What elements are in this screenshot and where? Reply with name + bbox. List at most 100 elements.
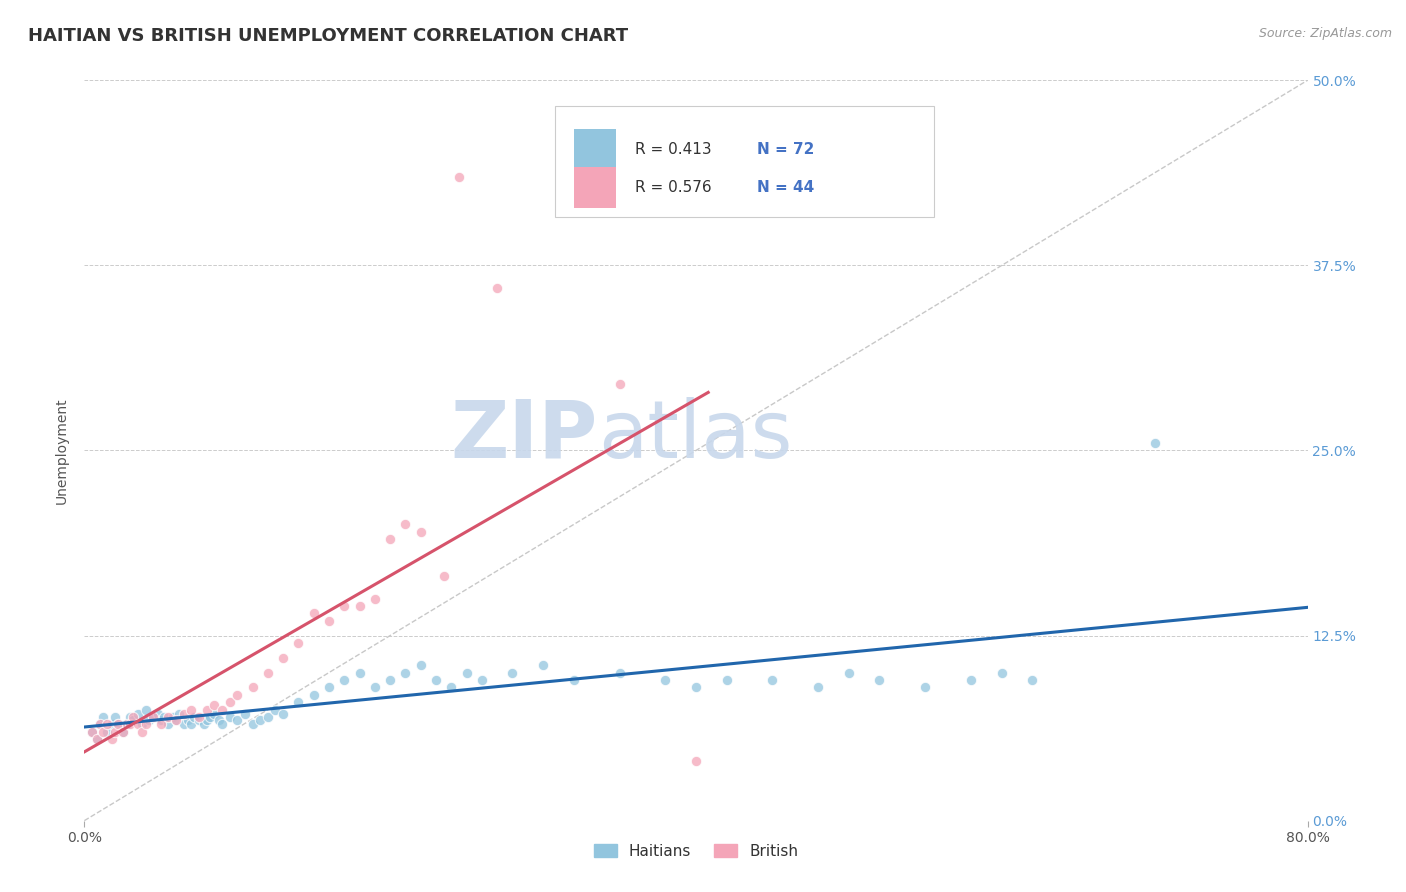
Point — [233, 706, 256, 721]
Point — [211, 717, 233, 731]
Point — [264, 703, 287, 717]
Point — [211, 703, 233, 717]
Point — [131, 724, 153, 739]
Point — [180, 703, 202, 717]
Point — [127, 717, 149, 731]
Point — [96, 717, 118, 731]
Point — [380, 533, 402, 547]
Point — [177, 713, 200, 727]
Point — [502, 665, 524, 680]
Point — [127, 706, 149, 721]
Point — [456, 665, 478, 680]
Point — [202, 698, 225, 713]
Point — [1143, 436, 1166, 450]
Point — [111, 724, 134, 739]
Point — [165, 713, 187, 727]
Point — [685, 681, 707, 695]
Point — [104, 710, 127, 724]
Point — [609, 665, 631, 680]
Y-axis label: Unemployment: Unemployment — [55, 397, 69, 504]
Point — [153, 710, 176, 724]
FancyBboxPatch shape — [555, 106, 935, 218]
Point — [173, 706, 195, 721]
Point — [333, 599, 356, 613]
Point — [394, 517, 416, 532]
Point — [447, 169, 470, 184]
Point — [202, 706, 225, 721]
Point — [226, 713, 249, 727]
Point — [380, 673, 402, 687]
FancyBboxPatch shape — [574, 129, 616, 169]
Point — [654, 673, 676, 687]
Point — [218, 695, 240, 709]
Point — [471, 673, 494, 687]
Point — [195, 703, 218, 717]
Point — [364, 681, 387, 695]
Point — [80, 724, 103, 739]
Point — [249, 713, 271, 727]
Point — [180, 717, 202, 731]
Point — [142, 710, 165, 724]
Point — [486, 280, 509, 294]
Point — [165, 713, 187, 727]
Point — [167, 706, 190, 721]
Text: HAITIAN VS BRITISH UNEMPLOYMENT CORRELATION CHART: HAITIAN VS BRITISH UNEMPLOYMENT CORRELAT… — [28, 27, 628, 45]
Point — [242, 681, 264, 695]
Point — [333, 673, 356, 687]
Point — [104, 724, 127, 739]
Point — [135, 717, 157, 731]
Point — [257, 665, 280, 680]
Point — [761, 673, 783, 687]
Point — [149, 713, 172, 727]
Point — [122, 713, 145, 727]
Point — [838, 665, 860, 680]
Point — [188, 713, 211, 727]
Point — [960, 673, 983, 687]
Point — [318, 681, 340, 695]
Point — [86, 732, 108, 747]
Point — [218, 710, 240, 724]
FancyBboxPatch shape — [574, 168, 616, 208]
Point — [609, 376, 631, 391]
Point — [440, 681, 463, 695]
Point — [349, 665, 371, 680]
Point — [869, 673, 891, 687]
Text: N = 72: N = 72 — [758, 142, 814, 157]
Point — [149, 717, 172, 731]
Text: Source: ZipAtlas.com: Source: ZipAtlas.com — [1258, 27, 1392, 40]
Point — [101, 732, 124, 747]
Text: ZIP: ZIP — [451, 397, 598, 475]
Text: R = 0.413: R = 0.413 — [636, 142, 711, 157]
Point — [409, 524, 432, 539]
Point — [111, 724, 134, 739]
Point — [531, 658, 554, 673]
Point — [173, 717, 195, 731]
Point — [242, 717, 264, 731]
Point — [409, 658, 432, 673]
Point — [685, 755, 707, 769]
Point — [188, 710, 211, 724]
Point — [91, 710, 114, 724]
Point — [162, 710, 184, 724]
Point — [198, 710, 221, 724]
Point — [107, 717, 129, 731]
Point — [115, 717, 138, 731]
Point — [157, 710, 180, 724]
Point — [257, 710, 280, 724]
Point — [86, 732, 108, 747]
Text: N = 44: N = 44 — [758, 180, 814, 195]
Point — [425, 673, 447, 687]
Point — [318, 614, 340, 628]
Point — [991, 665, 1014, 680]
Point — [302, 688, 325, 702]
Point — [271, 706, 294, 721]
Point — [349, 599, 371, 613]
Point — [208, 713, 231, 727]
Point — [135, 703, 157, 717]
Point — [183, 710, 205, 724]
Text: R = 0.576: R = 0.576 — [636, 180, 711, 195]
Point — [195, 713, 218, 727]
Point — [302, 607, 325, 621]
Point — [131, 717, 153, 731]
Point — [287, 695, 309, 709]
